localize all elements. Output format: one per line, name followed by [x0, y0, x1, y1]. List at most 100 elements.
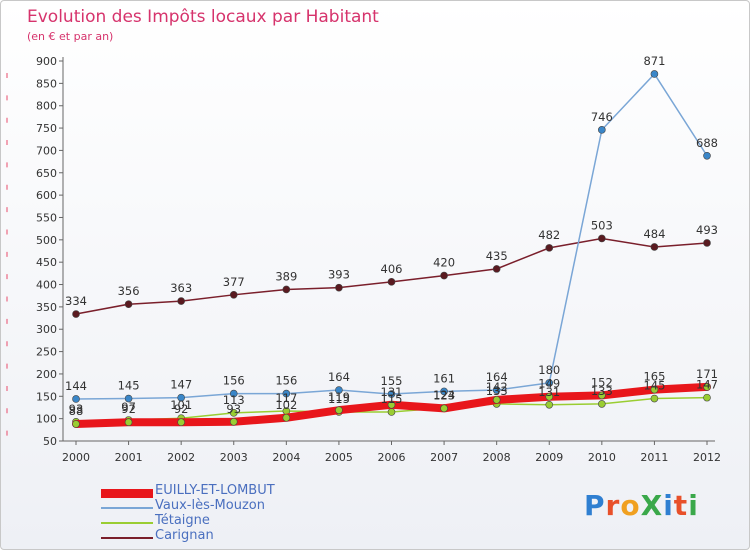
- data-point: [650, 243, 659, 251]
- y-tick-label: 900: [36, 55, 57, 68]
- x-tick-label: 2005: [325, 451, 353, 464]
- data-label: 746: [591, 110, 613, 124]
- data-point: [598, 234, 606, 243]
- data-label: 113: [223, 393, 245, 407]
- data-point: [124, 394, 133, 403]
- data-label: 115: [381, 392, 403, 406]
- data-label: 145: [643, 379, 665, 393]
- data-label: 133: [486, 384, 508, 398]
- data-label: 484: [643, 227, 665, 241]
- data-point: [335, 283, 343, 292]
- data-label: 482: [538, 228, 560, 242]
- series-line-3: [75, 237, 708, 315]
- legend-label: Carignan: [155, 528, 214, 543]
- y-tick-label: 100: [36, 413, 57, 426]
- data-point: [282, 285, 291, 294]
- data-point: [492, 386, 501, 394]
- data-point: [387, 408, 396, 416]
- data-label: 871: [643, 54, 665, 68]
- y-tick-label: 150: [36, 390, 57, 403]
- x-tick-label: 2003: [220, 451, 248, 464]
- y-tick-label: 700: [36, 144, 57, 157]
- y-tick-label: 350: [36, 301, 57, 314]
- data-label: 102: [275, 398, 297, 412]
- data-point: [545, 400, 554, 409]
- x-tick-label: 2000: [62, 451, 90, 464]
- data-point: [440, 387, 448, 396]
- proxiti-logo: ProXiti: [584, 489, 699, 522]
- data-point: [282, 389, 291, 398]
- data-point: [387, 400, 396, 409]
- y-tick-label: 200: [36, 368, 57, 381]
- data-point: [282, 413, 291, 422]
- data-label: 161: [433, 371, 455, 385]
- data-label: 133: [591, 384, 613, 398]
- data-point: [229, 389, 238, 398]
- data-label: 393: [328, 268, 350, 282]
- data-label: 88: [69, 404, 84, 418]
- x-tick-label: 2010: [588, 451, 616, 464]
- data-label: 93: [226, 402, 241, 416]
- data-label: 147: [170, 378, 192, 392]
- data-label: 377: [223, 275, 245, 289]
- data-label: 92: [174, 402, 189, 416]
- y-tick-label: 250: [36, 346, 57, 359]
- data-point: [124, 300, 133, 309]
- y-tick-label: 450: [36, 256, 57, 269]
- data-point: [177, 297, 185, 305]
- data-point: [440, 404, 448, 413]
- data-label: 493: [696, 223, 718, 237]
- data-point: [545, 379, 554, 387]
- data-point: [650, 394, 659, 403]
- y-tick-label: 50: [43, 435, 57, 448]
- x-tick-label: 2008: [483, 451, 511, 464]
- chart-subtitle: (en € et par an): [27, 30, 114, 43]
- data-point: [598, 400, 606, 408]
- data-label: 155: [381, 374, 403, 388]
- y-tick-label: 550: [36, 211, 57, 224]
- data-label: 92: [121, 402, 136, 416]
- data-label: 503: [591, 218, 613, 232]
- data-label: 165: [643, 370, 665, 384]
- legend-item: Vaux-lès-Mouzon: [101, 498, 361, 515]
- legend-item: Carignan: [101, 528, 361, 545]
- legend-item: EUILLY-ET-LOMBUT: [101, 483, 361, 500]
- data-label: 180: [538, 363, 560, 377]
- data-point: [703, 393, 711, 402]
- data-label: 97: [121, 400, 136, 414]
- y-tick-label: 500: [36, 234, 57, 247]
- data-label: 147: [696, 378, 718, 392]
- data-label: 149: [538, 377, 560, 391]
- x-tick-label: 2011: [640, 451, 668, 464]
- legend-swatch: [101, 522, 153, 524]
- data-point: [387, 390, 396, 398]
- data-label: 164: [328, 370, 350, 384]
- data-label: 115: [328, 392, 350, 406]
- legend-label: Tétaigne: [155, 513, 210, 528]
- data-point: [177, 418, 185, 427]
- data-label: 334: [65, 294, 87, 308]
- data-point: [124, 418, 133, 427]
- x-tick-label: 2007: [430, 451, 458, 464]
- legend-label: EUILLY-ET-LOMBUT: [155, 483, 275, 498]
- y-tick-label: 750: [36, 122, 57, 135]
- chart-title: Evolution des Impôts locaux par Habitant: [27, 7, 379, 27]
- data-point: [177, 393, 185, 402]
- data-label: 101: [170, 398, 192, 412]
- data-label: 406: [381, 262, 403, 276]
- data-point: [440, 271, 448, 280]
- x-tick-label: 2004: [272, 451, 300, 464]
- data-label: 688: [696, 136, 718, 150]
- data-point: [335, 406, 343, 414]
- data-point: [229, 291, 238, 299]
- y-tick-label: 600: [36, 189, 57, 202]
- data-label: 131: [538, 385, 560, 399]
- legend-swatch: [101, 489, 153, 498]
- legend-label: Vaux-lès-Mouzon: [155, 498, 265, 513]
- data-label: 93: [69, 402, 84, 416]
- legend-swatch: [101, 507, 153, 509]
- data-point: [650, 70, 659, 78]
- data-point: [72, 395, 80, 403]
